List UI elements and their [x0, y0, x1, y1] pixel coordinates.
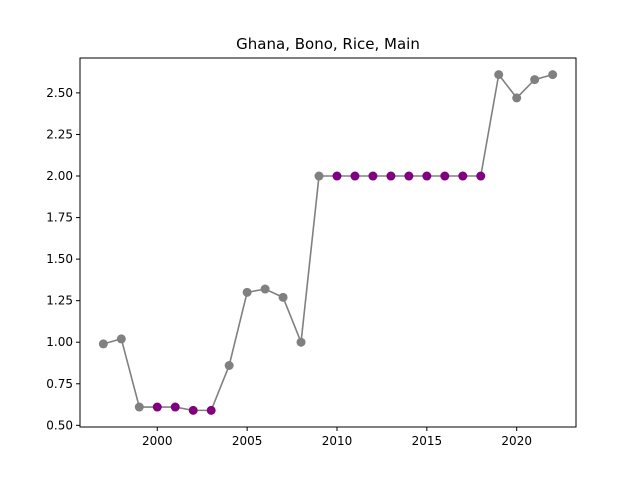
- highlighted-data-point: [386, 171, 396, 181]
- y-tick-label: 1.25: [46, 294, 73, 308]
- x-axis: 2000 2005 2010 2015 2020: [142, 427, 532, 448]
- highlighted-data-point: [458, 171, 468, 181]
- plot-frame: [79, 57, 577, 428]
- y-tick-label: 2.25: [46, 127, 73, 141]
- y-tick-label: 1.00: [46, 335, 73, 349]
- data-points: [98, 70, 558, 415]
- data-point: [314, 171, 324, 181]
- data-point: [530, 75, 540, 85]
- y-tick-label: 0.50: [46, 418, 73, 432]
- data-point: [98, 339, 108, 349]
- data-point: [296, 337, 306, 347]
- highlighted-data-point: [170, 402, 180, 412]
- y-tick-label: 2.50: [46, 86, 73, 100]
- plot-area: [98, 70, 558, 415]
- highlighted-data-point: [404, 171, 414, 181]
- x-tick-label: 2000: [142, 434, 173, 448]
- data-point: [242, 287, 252, 297]
- highlighted-data-point: [368, 171, 378, 181]
- highlighted-data-point: [476, 171, 486, 181]
- x-tick-label: 2020: [501, 434, 532, 448]
- chart-title: Ghana, Bono, Rice, Main: [236, 35, 420, 53]
- x-tick-label: 2010: [322, 434, 353, 448]
- data-point: [134, 402, 144, 412]
- y-tick-label: 0.75: [46, 377, 73, 391]
- data-point: [278, 292, 288, 302]
- highlighted-data-point: [422, 171, 432, 181]
- x-tick-label: 2005: [232, 434, 263, 448]
- y-tick-label: 2.00: [46, 169, 73, 183]
- data-point: [512, 93, 522, 103]
- data-point: [260, 284, 270, 294]
- y-axis: 0.50 0.75 1.00 1.25 1.50 1.75 2.00 2.25 2.50: [46, 86, 80, 432]
- data-point: [548, 70, 558, 80]
- x-tick-label: 2015: [412, 434, 443, 448]
- highlighted-data-point: [332, 171, 342, 181]
- highlighted-data-point: [350, 171, 360, 181]
- highlighted-data-point: [206, 405, 216, 415]
- data-point: [224, 361, 234, 370]
- y-tick-label: 1.50: [46, 252, 73, 266]
- data-point: [494, 70, 504, 80]
- highlighted-data-point: [440, 171, 450, 181]
- data-point: [116, 334, 126, 344]
- highlighted-data-point: [152, 402, 162, 412]
- y-tick-label: 1.75: [46, 211, 73, 225]
- highlighted-data-point: [188, 405, 198, 415]
